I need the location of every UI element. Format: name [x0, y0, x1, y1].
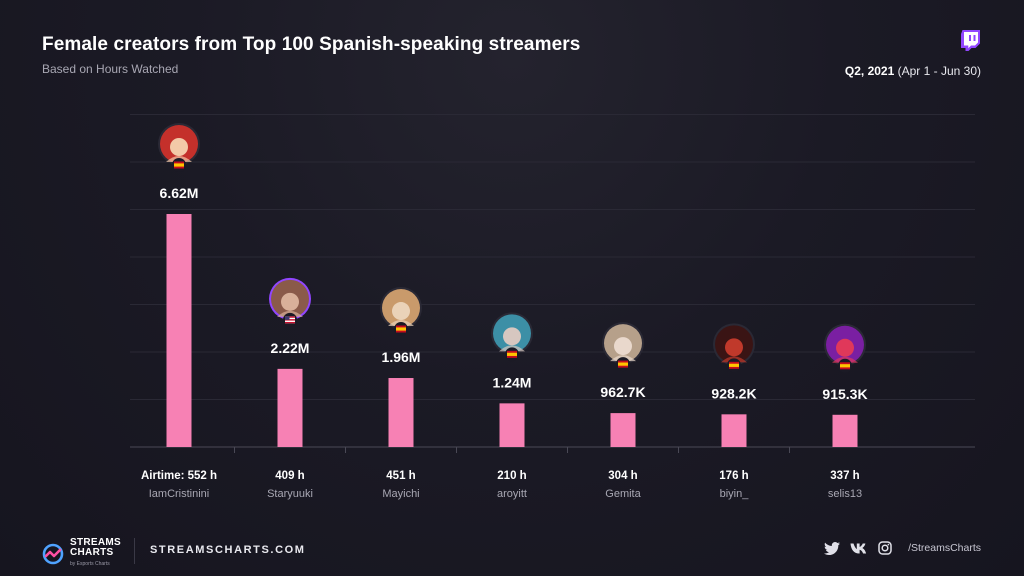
website-link[interactable]: STREAMSCHARTS.COM — [150, 544, 306, 556]
usa-flag-icon — [283, 312, 297, 327]
spain-flag-icon — [727, 358, 741, 373]
value-label: 928.2K — [711, 385, 756, 401]
airtime-label: 409 h — [275, 470, 304, 482]
logo-text-line3: by Esports Charts — [70, 561, 110, 567]
footer-divider — [134, 538, 135, 564]
flag-stripe — [285, 319, 295, 321]
airtime-label: 176 h — [719, 470, 748, 482]
value-label: 962.7K — [600, 384, 645, 400]
social-handle[interactable]: /StreamsCharts — [908, 542, 981, 554]
instagram-icon[interactable] — [878, 541, 892, 555]
streamer-avatar — [491, 312, 533, 355]
bar-staryuuki — [277, 368, 303, 447]
avatar-face — [281, 292, 299, 311]
streamer-name: IamCristinini — [149, 488, 210, 500]
bar-iamcristinini — [166, 214, 192, 447]
streamer-name: Gemita — [605, 488, 641, 500]
social-links: /StreamsCharts — [824, 541, 981, 555]
streamer-name: selis13 — [828, 488, 862, 500]
flag-stripe — [285, 321, 295, 324]
streamer-name: aroyitt — [497, 488, 527, 500]
value-label: 2.22M — [271, 340, 310, 356]
value-label: 1.24M — [493, 374, 532, 390]
avatar-face — [614, 337, 632, 356]
streamer-avatar — [269, 277, 311, 320]
logo-text-line2: CHARTS — [70, 547, 114, 558]
avatar-face — [836, 338, 854, 357]
flag-band — [729, 363, 739, 367]
value-label: 1.96M — [382, 349, 421, 365]
bar-biyin_ — [721, 414, 747, 447]
twitch-icon — [961, 30, 980, 51]
airtime-label: 210 h — [497, 470, 526, 482]
flag-canton — [285, 316, 290, 320]
avatar-face — [503, 327, 521, 346]
avatar-face — [170, 138, 188, 156]
spain-flag-icon — [394, 322, 408, 337]
airtime-label: 304 h — [608, 470, 637, 482]
flag-band — [618, 362, 628, 366]
flag-band — [396, 327, 406, 331]
twitter-icon[interactable] — [824, 541, 841, 555]
streamer-avatar — [380, 287, 422, 330]
logo-text-line1: STREAMS — [70, 537, 121, 548]
streamer-avatar — [713, 323, 755, 366]
streamer-avatar — [824, 323, 866, 366]
streamscharts-logo: STREAMS CHARTS by Esports Charts — [42, 538, 121, 569]
avatar-face — [392, 302, 410, 321]
period-label: Q2, 2021 (Apr 1 - Jun 30) — [845, 64, 981, 78]
chart-subtitle: Based on Hours Watched — [42, 62, 179, 76]
spain-flag-icon — [616, 357, 630, 372]
avatar-face — [725, 338, 743, 357]
period-range: (Apr 1 - Jun 30) — [897, 64, 981, 78]
streamer-avatar — [158, 123, 200, 165]
airtime-label: 451 h — [386, 470, 415, 482]
value-label: 915.3K — [822, 386, 867, 402]
spain-flag-icon — [838, 358, 852, 373]
streamer-name: biyin_ — [720, 488, 750, 500]
flag-band — [507, 352, 517, 356]
flag-band — [174, 163, 184, 167]
flag-band — [840, 364, 850, 368]
bar-mayichi — [388, 378, 414, 447]
bar-aroyitt — [499, 403, 525, 447]
spain-flag-icon — [172, 158, 186, 172]
streamer-name: Mayichi — [382, 488, 419, 500]
airtime-label: 337 h — [830, 470, 859, 482]
airtime-label: Airtime: 552 h — [141, 470, 217, 482]
bar-gemita — [610, 413, 636, 447]
bar-selis13 — [832, 414, 858, 447]
period-quarter: Q2, 2021 — [844, 64, 895, 78]
streamer-name: Staryuuki — [267, 488, 313, 500]
streamscharts-logo-icon — [42, 543, 64, 564]
value-label: 6.62M — [160, 185, 199, 201]
flag-stripe — [285, 316, 295, 318]
spain-flag-icon — [505, 347, 519, 362]
chart-title: Female creators from Top 100 Spanish-spe… — [42, 34, 581, 55]
vk-icon[interactable] — [850, 543, 868, 554]
streamer-avatar — [602, 322, 644, 365]
